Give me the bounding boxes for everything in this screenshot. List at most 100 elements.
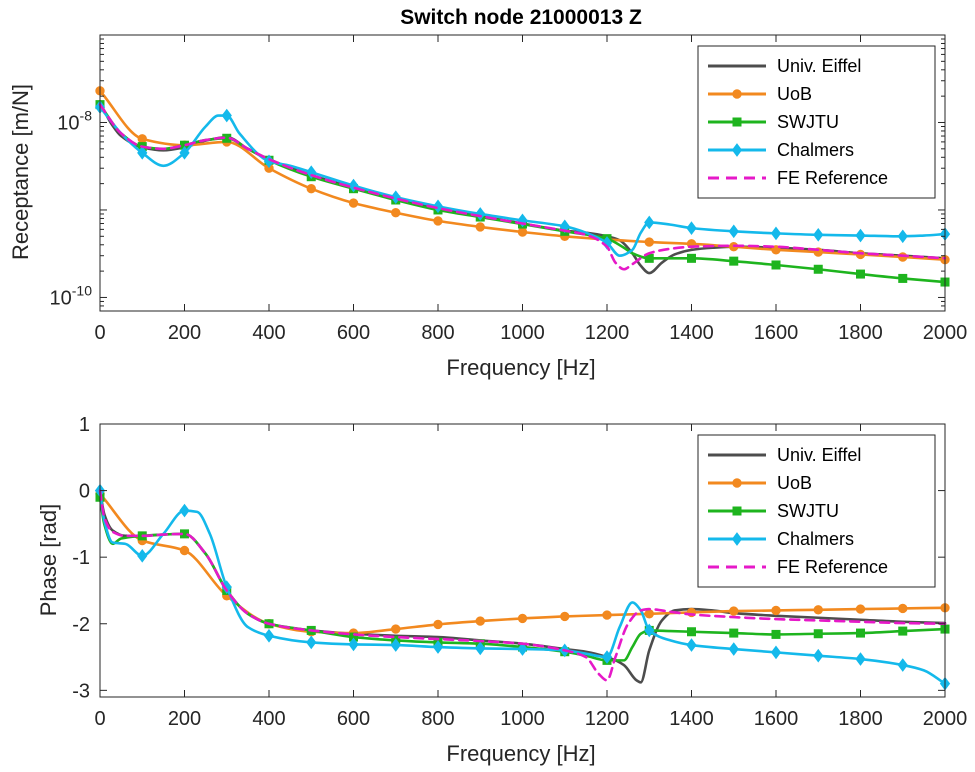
phase-point-uob (729, 606, 739, 616)
receptance-line-fe-reference (98, 103, 947, 271)
phase-point-chalmers (475, 641, 486, 656)
receptance-legend-item-fe-reference: FE Reference (708, 168, 888, 188)
phase-point-chalmers (348, 637, 359, 652)
phase-point-chalmers (137, 549, 148, 563)
phase-x-tick-label: 0 (94, 708, 105, 730)
receptance-x-tick-label: 2000 (923, 322, 968, 344)
phase-x-tick-label: 200 (168, 708, 201, 730)
phase-y-tick-label: -3 (72, 680, 90, 702)
phase-y-tick-label: -2 (72, 614, 90, 636)
phase-point-uob (771, 605, 781, 616)
receptance-point-uob (433, 216, 443, 226)
phase-legend-item-chalmers: Chalmers (708, 529, 854, 549)
receptance-legend-item-univ-eiffel: Univ. Eiffel (708, 56, 861, 76)
receptance-point-uob (644, 237, 654, 247)
receptance-x-tick-label: 1400 (669, 322, 714, 344)
phase-point-chalmers (390, 638, 401, 652)
phase-point-swjtu (813, 629, 823, 639)
phase-legend-item-swjtu: SWJTU (708, 501, 839, 521)
receptance-legend-marker-swjtu (732, 117, 742, 127)
phase-point-swjtu (687, 627, 696, 637)
receptance-point-chalmers (432, 199, 444, 214)
phase-x-tick-label: 400 (252, 708, 285, 730)
phase-legend-item-uob: UoB (708, 473, 812, 493)
phase-legend-marker-uob (732, 478, 742, 488)
phase-line-chalmers (98, 489, 947, 685)
receptance-point-uob (306, 184, 316, 194)
receptance-point-swjtu (813, 264, 823, 274)
receptance-x-tick-label: 1800 (838, 322, 883, 344)
receptance-point-chalmers (686, 221, 697, 235)
receptance-series-group (94, 86, 951, 287)
phase-point-chalmers (770, 645, 782, 660)
phase-point-chalmers (813, 648, 824, 663)
receptance-y-tick-label: 10-10 (50, 282, 93, 309)
phase-x-ticks: 0 200 400 600 800 1000 1200 1400 1600 1800 2000 (94, 424, 967, 730)
phase-series-chalmers (94, 483, 951, 691)
receptance-point-chalmers (137, 145, 148, 160)
phase-legend-label-uob: UoB (777, 473, 812, 493)
receptance-x-tick-label: 400 (252, 322, 285, 344)
receptance-point-uob (391, 208, 401, 218)
phase-point-swjtu (729, 628, 739, 638)
phase-line-fe-reference (98, 489, 947, 682)
receptance-point-uob (137, 134, 147, 144)
receptance-legend-marker-chalmers (731, 143, 743, 157)
phase-x-tick-label: 1000 (500, 708, 545, 730)
phase-x-tick-label: 1800 (838, 708, 883, 730)
phase-x-tick-label: 1400 (669, 708, 714, 730)
receptance-point-swjtu (856, 269, 865, 279)
phase-point-uob (517, 613, 528, 624)
receptance-legend-item-uob: UoB (708, 84, 812, 104)
phase-x-axis-label: Frequency [Hz] (446, 741, 595, 766)
phase-point-uob (391, 624, 401, 634)
phase-point-chalmers (432, 640, 444, 654)
phase-point-uob (560, 611, 570, 622)
phase-point-swjtu (898, 626, 908, 636)
phase-y-tick-label: -1 (72, 547, 90, 569)
phase-x-tick-label: 2000 (923, 708, 968, 730)
phase-point-uob (644, 609, 654, 619)
receptance-x-tick-label: 200 (168, 322, 201, 344)
phase-y-tick-label: 0 (79, 481, 90, 503)
phase-x-tick-label: 1600 (754, 708, 799, 730)
receptance-x-tick-label: 600 (337, 322, 370, 344)
phase-point-uob (602, 610, 612, 620)
receptance-x-ticks: 0 200 400 600 800 1000 1200 1400 1600 1800 2000 (94, 35, 967, 344)
receptance-point-chalmers (813, 227, 824, 242)
receptance-point-chalmers (644, 215, 655, 230)
receptance-point-uob (348, 198, 359, 208)
phase-point-uob (898, 603, 908, 614)
phase-legend-item-univ-eiffel: Univ. Eiffel (708, 445, 861, 465)
phase-x-tick-label: 800 (421, 708, 454, 730)
phase-point-swjtu (771, 629, 781, 639)
receptance-point-chalmers (770, 226, 782, 241)
phase-point-chalmers (601, 650, 613, 664)
receptance-point-chalmers (855, 228, 866, 243)
phase-point-chalmers (897, 658, 908, 672)
phase-y-tick-label: 1 (79, 414, 90, 436)
phase-panel: 0 200 400 600 800 1000 1200 1400 1600 1800 2000 10… (36, 414, 967, 766)
receptance-point-chalmers (897, 229, 908, 244)
phase-legend-label-univ-eiffel: Univ. Eiffel (777, 445, 861, 465)
receptance-x-tick-label: 0 (94, 322, 105, 344)
receptance-x-tick-label: 1000 (500, 322, 545, 344)
phase-point-chalmers (855, 652, 866, 666)
phase-series-group (94, 483, 951, 691)
receptance-x-tick-label: 1200 (585, 322, 630, 344)
receptance-x-axis-label: Frequency [Hz] (446, 355, 595, 380)
receptance-legend: Univ. Eiffel UoB SWJTU Chalmers FE Reference (697, 45, 936, 199)
phase-series-fe-reference (98, 489, 947, 682)
phase-point-uob (179, 545, 190, 556)
receptance-legend-item-swjtu: SWJTU (708, 112, 839, 132)
phase-point-chalmers (644, 623, 655, 638)
phase-point-uob (433, 619, 443, 630)
phase-y-ticks: 1 0 -1 -2 -3 (72, 414, 945, 702)
receptance-x-tick-label: 800 (421, 322, 454, 344)
phase-legend-marker-chalmers (731, 532, 743, 546)
receptance-legend-item-chalmers: Chalmers (708, 140, 854, 160)
phase-legend-label-swjtu: SWJTU (777, 501, 839, 521)
receptance-point-chalmers (221, 108, 232, 123)
receptance-legend-marker-uob (732, 89, 742, 99)
